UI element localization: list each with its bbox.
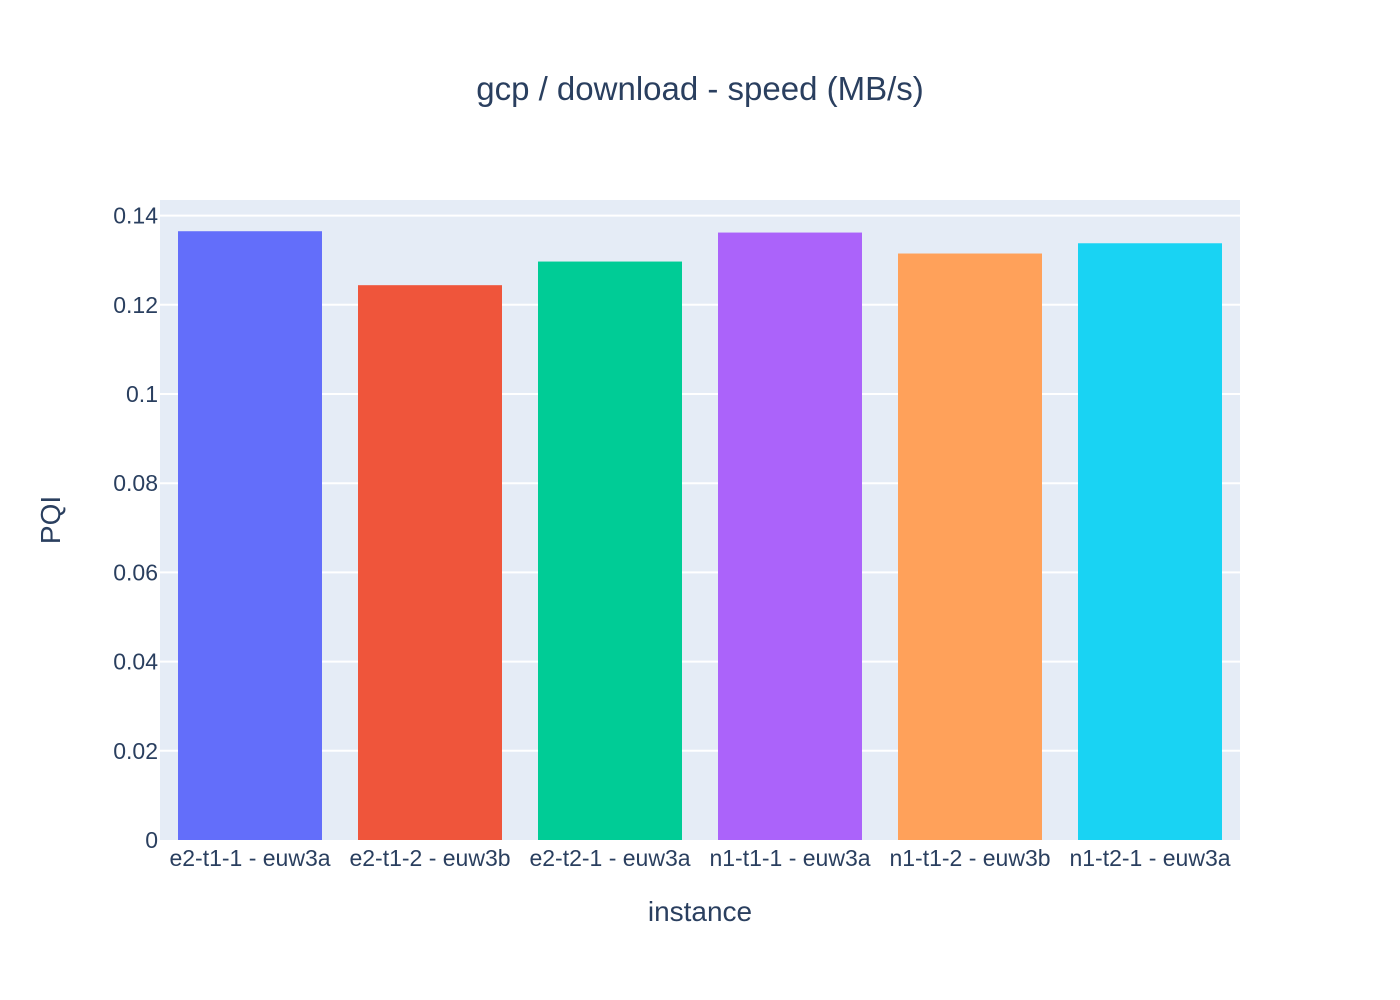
y-tick-label: 0.04 <box>113 649 158 675</box>
x-tick-label: n1-t1-1 - euw3a <box>709 845 870 871</box>
y-tick-label: 0.06 <box>113 559 158 585</box>
x-tick-label: e2-t1-1 - euw3a <box>169 845 330 871</box>
y-tick-label: 0.1 <box>126 381 158 407</box>
y-tick-label: 0.12 <box>113 292 158 318</box>
bar-2[interactable] <box>358 285 502 840</box>
y-tick-label: 0.14 <box>113 203 158 229</box>
bars <box>178 231 1222 841</box>
x-axis-title: instance <box>648 896 752 927</box>
y-axis-title: PQI <box>35 496 66 544</box>
bar-3[interactable] <box>538 261 682 841</box>
plot-background <box>160 200 1240 840</box>
y-tick-label: 0.02 <box>113 738 158 764</box>
bar-4[interactable] <box>718 232 862 840</box>
y-tick-label: 0 <box>145 827 158 853</box>
x-tick-label: n1-t1-2 - euw3b <box>889 845 1050 871</box>
x-tick-label: e2-t2-1 - euw3a <box>529 845 690 871</box>
x-tick-label: n1-t2-1 - euw3a <box>1069 845 1230 871</box>
bar-6[interactable] <box>1078 243 1222 840</box>
bar-1[interactable] <box>178 231 322 841</box>
x-tick-label: e2-t1-2 - euw3b <box>349 845 510 871</box>
gridlines <box>160 214 1240 752</box>
x-axis-ticks: e2-t1-1 - euw3a e2-t1-2 - euw3b e2-t2-1 - … <box>169 845 1230 871</box>
y-axis-ticks: 0 0.02 0.04 0.06 0.08 0.1 0.12 0.14 <box>113 203 158 853</box>
chart-title: gcp / download - speed (MB/s) <box>476 70 924 107</box>
y-tick-label: 0.08 <box>113 470 158 496</box>
bar-5[interactable] <box>898 253 1042 840</box>
